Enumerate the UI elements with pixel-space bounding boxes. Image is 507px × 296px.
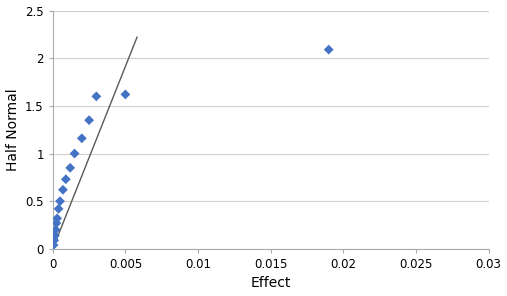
- Point: [92, 94, 100, 99]
- Y-axis label: Half Normal: Half Normal: [6, 89, 20, 171]
- Point: [56, 199, 64, 204]
- Point: [78, 136, 86, 141]
- Point: [51, 233, 59, 238]
- Point: [324, 47, 333, 52]
- Point: [55, 206, 63, 211]
- Point: [53, 216, 61, 221]
- Point: [66, 165, 74, 170]
- Point: [59, 187, 67, 192]
- Point: [50, 238, 58, 243]
- Point: [52, 227, 60, 232]
- Point: [70, 151, 79, 156]
- Point: [52, 221, 60, 226]
- Point: [50, 243, 58, 247]
- Point: [121, 92, 129, 97]
- X-axis label: Effect: Effect: [250, 276, 291, 290]
- Point: [62, 177, 70, 182]
- Point: [85, 118, 93, 123]
